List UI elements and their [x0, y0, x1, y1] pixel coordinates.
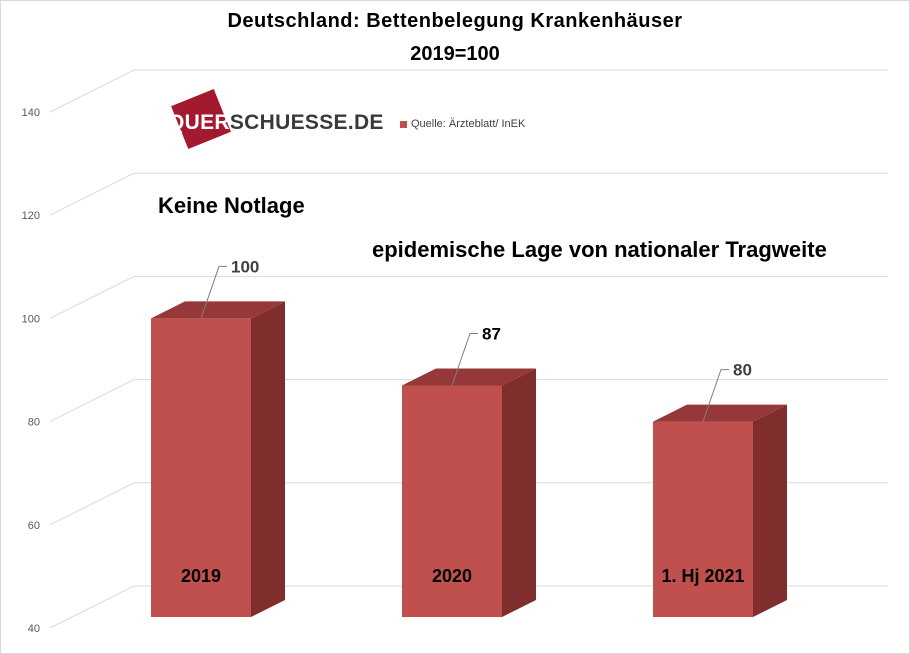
bar-front	[653, 421, 753, 617]
data-label: 80	[733, 361, 752, 380]
y-tick-label: 60	[28, 520, 40, 532]
bar-front	[402, 385, 502, 617]
data-label-leader	[451, 332, 478, 386]
category-label: 2020	[432, 566, 472, 586]
grid-line-diagonal	[49, 379, 135, 423]
legend-swatch	[400, 120, 407, 128]
bar-top	[402, 368, 536, 386]
logo-text: QUERSCHUESSE.DE	[168, 111, 384, 134]
data-label: 100	[231, 257, 259, 276]
grid-line-diagonal	[49, 69, 135, 113]
chart-title: Deutschland: Bettenbelegung Krankenhäuse…	[227, 10, 683, 32]
querschuesse-logo: QUERSCHUESSE.DE	[168, 89, 383, 156]
legend: Quelle: Ärzteblatt/ InEK	[400, 118, 525, 130]
y-tick-label: 80	[28, 417, 40, 429]
annotation-keine-notlage: Keine Notlage	[158, 193, 305, 218]
data-label-leader	[702, 369, 729, 422]
annotation-epidemische-lage: epidemische Lage von nationaler Tragweit…	[372, 237, 827, 262]
grid-line-diagonal	[49, 275, 135, 319]
y-tick-label: 140	[22, 107, 40, 119]
chart-subtitle: 2019=100	[410, 43, 500, 65]
bar-front	[151, 318, 251, 617]
grid-line-diagonal	[49, 585, 135, 629]
category-label: 2019	[181, 566, 221, 586]
bar-top	[653, 404, 787, 422]
bar-side	[251, 301, 285, 617]
y-tick-label: 40	[28, 623, 40, 635]
bar-top	[151, 301, 285, 319]
grid-line-diagonal	[49, 482, 135, 526]
bar-side	[753, 404, 787, 617]
grid-line-diagonal	[49, 172, 135, 216]
y-tick-label: 120	[22, 210, 40, 222]
legend-label: Quelle: Ärzteblatt/ InEK	[411, 118, 526, 131]
y-tick-label: 100	[22, 313, 40, 325]
category-label: 1. Hj 2021	[661, 566, 744, 586]
data-label: 87	[482, 324, 501, 343]
bar-side	[502, 368, 536, 617]
data-label-leader	[200, 265, 227, 319]
